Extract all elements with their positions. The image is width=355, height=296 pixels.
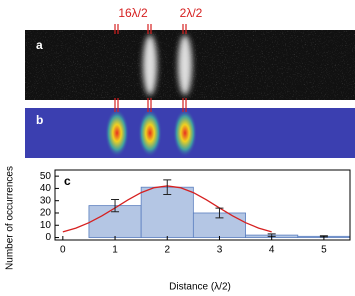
x-tick-label: 3 bbox=[217, 245, 223, 256]
error-bar bbox=[163, 179, 172, 196]
panel-letter: b bbox=[36, 113, 43, 127]
error-bar bbox=[215, 207, 224, 219]
x-tick-label: 2 bbox=[164, 245, 170, 256]
x-axis-label: Distance (λ/2) bbox=[169, 282, 231, 293]
x-tick-label: 4 bbox=[269, 245, 275, 256]
plot-frame bbox=[54, 169, 351, 241]
y-tick-label: 50 bbox=[40, 171, 52, 182]
x-tick-label: 5 bbox=[321, 245, 327, 256]
y-tick-label: 40 bbox=[40, 183, 52, 194]
error-bar bbox=[111, 198, 120, 213]
y-tick-label: 20 bbox=[40, 208, 52, 219]
bar bbox=[140, 186, 194, 238]
y-tick-label: 30 bbox=[40, 195, 52, 206]
y-tick-label: 0 bbox=[45, 232, 51, 243]
y-axis-label: Number of occurrences bbox=[5, 166, 16, 270]
panel-a-image bbox=[25, 30, 355, 100]
panel-b-image bbox=[25, 108, 355, 158]
x-tick-label: 1 bbox=[112, 245, 118, 256]
y-tick-label: 10 bbox=[40, 220, 52, 231]
panel-letter: a bbox=[36, 38, 43, 52]
top-label: 2λ/2 bbox=[180, 6, 203, 20]
x-tick-label: 0 bbox=[60, 245, 66, 256]
panel-letter: c bbox=[64, 174, 71, 188]
marker-lines bbox=[114, 24, 187, 112]
top-label: 16λ/2 bbox=[118, 6, 148, 20]
